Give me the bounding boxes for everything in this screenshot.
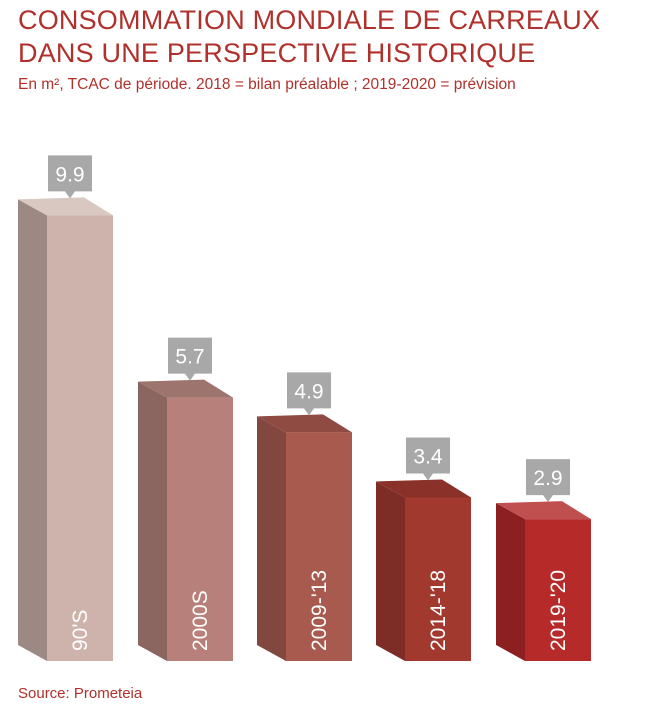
bar-side: [138, 381, 167, 661]
value-callout: [287, 372, 331, 416]
category-label: 2000S: [189, 590, 212, 651]
chart-title: CONSOMMATION MONDIALE DE CARREAUX DANS U…: [18, 4, 600, 70]
value-label: 3.4: [413, 445, 443, 468]
bar-side: [376, 481, 405, 661]
category-label: 2014-'18: [427, 570, 450, 651]
chart-title-line1: CONSOMMATION MONDIALE DE CARREAUX: [18, 5, 601, 35]
bar-top: [376, 479, 471, 498]
bar-side: [18, 199, 47, 661]
bar-top: [138, 379, 233, 398]
value-label: 9.9: [55, 163, 84, 186]
bar-top: [18, 197, 113, 216]
chart-subtitle: En m², TCAC de période. 2018 = bilan pré…: [18, 76, 516, 93]
value-callout: [48, 155, 92, 199]
value-callout: [406, 437, 450, 481]
bar: [286, 432, 352, 661]
category-label: 2019-'20: [547, 570, 570, 651]
value-label: 2.9: [533, 467, 562, 490]
value-label: 5.7: [175, 346, 204, 369]
category-label: 2009-'13: [308, 570, 331, 651]
value-callout: [168, 337, 212, 381]
value-label: 4.9: [294, 380, 323, 403]
bar: [167, 397, 233, 661]
source-note: Source: Prometeia: [18, 685, 143, 702]
value-callout: [526, 459, 570, 503]
chart-title-line2: DANS UNE PERSPECTIVE HISTORIQUE: [18, 38, 536, 68]
bar-top: [496, 501, 591, 520]
category-label: 90'S: [69, 610, 92, 651]
bar: [47, 215, 113, 661]
bar: [525, 519, 591, 661]
bar-top: [257, 414, 352, 433]
bar-side: [257, 416, 286, 661]
bar: [405, 497, 471, 661]
bar-side: [496, 503, 525, 661]
